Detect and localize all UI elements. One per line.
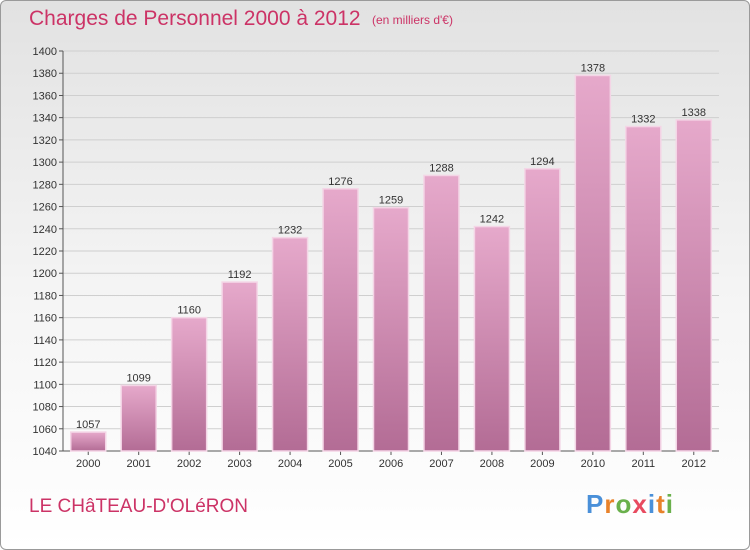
x-tick-label: 2008 <box>480 458 504 470</box>
bar <box>574 74 612 452</box>
data-label: 1057 <box>76 419 100 431</box>
x-tick-label: 2000 <box>76 458 100 470</box>
bar <box>625 125 662 452</box>
logo-letter: i <box>665 489 674 519</box>
chart-subtitle: (en milliers d'€) <box>372 13 453 27</box>
y-tick-label: 1200 <box>33 268 57 280</box>
labels: 1057 2000 1099 2001 1160 2002 1192 2003 1232 2004… <box>76 62 706 470</box>
data-label: 1099 <box>126 372 150 384</box>
bars <box>69 74 713 452</box>
y-tick-label: 1120 <box>33 357 57 369</box>
y-tick-label: 1220 <box>33 246 57 258</box>
data-label: 1294 <box>530 156 554 168</box>
data-label: 1192 <box>228 269 252 281</box>
x-tick-label: 2010 <box>581 458 605 470</box>
bar <box>675 119 713 452</box>
x-tick-label: 2002 <box>177 458 201 470</box>
y-tick-label: 1180 <box>33 290 57 302</box>
bar <box>120 384 157 452</box>
y-tick-label: 1040 <box>33 446 57 458</box>
logo-letter: r <box>604 489 616 519</box>
data-label: 1332 <box>631 114 655 126</box>
y-tick-label: 1320 <box>33 135 57 147</box>
y-tick-label: 1380 <box>33 68 57 80</box>
chart-title: Charges de Personnel 2000 à 2012 <box>29 7 361 30</box>
data-label: 1160 <box>177 305 201 317</box>
bar <box>69 431 107 452</box>
y-tick-label: 1100 <box>33 379 57 391</box>
y-tick-label: 1260 <box>33 202 57 214</box>
data-label: 1338 <box>682 107 706 119</box>
x-tick-label: 2009 <box>530 458 554 470</box>
y-tick-label: 1240 <box>33 224 57 236</box>
y-tick-label: 1300 <box>33 157 57 169</box>
bar <box>473 225 511 452</box>
bar <box>322 188 359 452</box>
x-tick-label: 2004 <box>278 458 302 470</box>
proxiti-logo: Proxiti <box>586 489 674 520</box>
y-tick-label: 1400 <box>33 46 57 58</box>
bar <box>170 316 208 452</box>
data-label: 1288 <box>429 162 453 174</box>
data-label: 1242 <box>480 214 504 226</box>
data-label: 1276 <box>328 176 352 188</box>
x-tick-label: 2003 <box>227 458 251 470</box>
bar <box>524 168 561 452</box>
x-tick-label: 2007 <box>429 458 453 470</box>
bar <box>372 206 410 452</box>
y-tick-label: 1140 <box>33 335 57 347</box>
x-tick-label: 2012 <box>682 458 706 470</box>
y-tick-label: 1360 <box>33 90 57 102</box>
logo-letter: P <box>586 489 605 519</box>
y-tick-label: 1280 <box>33 179 57 191</box>
y-tick-label: 1160 <box>33 313 57 325</box>
x-tick-label: 2011 <box>631 458 655 470</box>
logo-letter: i <box>647 489 657 519</box>
x-tick-label: 2005 <box>328 458 352 470</box>
data-label: 1232 <box>278 225 302 237</box>
x-tick-label: 2006 <box>379 458 403 470</box>
logo-letter: t <box>656 489 666 519</box>
logo-letter: x <box>632 489 648 519</box>
bar <box>221 281 258 452</box>
y-tick-label: 1060 <box>33 424 57 436</box>
place-name: LE CHâTEAU-D'OLéRON <box>29 496 249 517</box>
y-tick-label: 1340 <box>33 113 57 125</box>
logo-letter: o <box>615 489 633 519</box>
y-tick-label: 1080 <box>33 402 57 414</box>
x-tick-label: 2001 <box>126 458 150 470</box>
data-label: 1259 <box>379 195 403 207</box>
data-label: 1378 <box>581 62 605 74</box>
bar <box>423 174 460 452</box>
bar <box>271 236 309 452</box>
